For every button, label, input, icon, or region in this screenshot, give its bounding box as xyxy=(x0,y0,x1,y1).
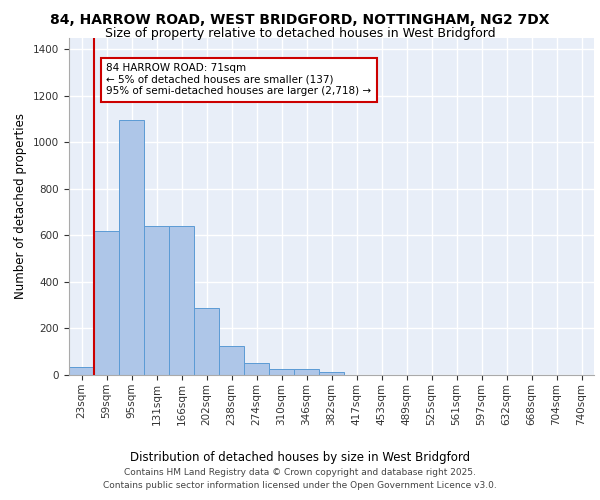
Text: 84, HARROW ROAD, WEST BRIDGFORD, NOTTINGHAM, NG2 7DX: 84, HARROW ROAD, WEST BRIDGFORD, NOTTING… xyxy=(50,12,550,26)
Text: Distribution of detached houses by size in West Bridgford: Distribution of detached houses by size … xyxy=(130,451,470,464)
Bar xyxy=(94,230,119,375)
Bar xyxy=(169,226,194,375)
Bar xyxy=(219,346,244,375)
Text: Size of property relative to detached houses in West Bridgford: Size of property relative to detached ho… xyxy=(104,28,496,40)
Text: Contains HM Land Registry data © Crown copyright and database right 2025.: Contains HM Land Registry data © Crown c… xyxy=(124,468,476,477)
Text: Contains public sector information licensed under the Open Government Licence v3: Contains public sector information licen… xyxy=(103,480,497,490)
Bar xyxy=(244,364,269,375)
Bar xyxy=(294,369,319,375)
Bar xyxy=(194,308,219,375)
Bar xyxy=(319,372,344,375)
Bar xyxy=(119,120,144,375)
Text: 84 HARROW ROAD: 71sqm
← 5% of detached houses are smaller (137)
95% of semi-deta: 84 HARROW ROAD: 71sqm ← 5% of detached h… xyxy=(107,63,371,96)
Y-axis label: Number of detached properties: Number of detached properties xyxy=(14,114,28,299)
Bar xyxy=(144,226,169,375)
Bar xyxy=(269,369,294,375)
Bar xyxy=(69,367,94,375)
